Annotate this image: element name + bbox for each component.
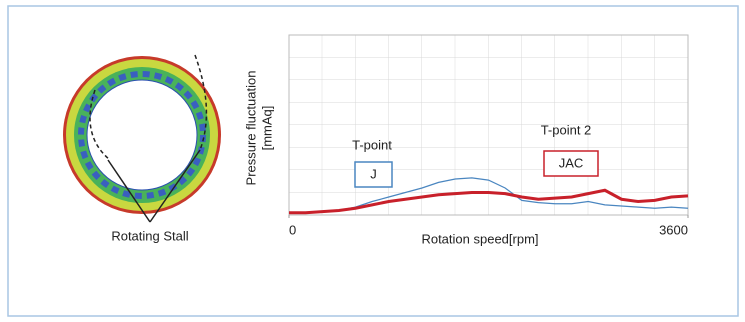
annotation: T-point (352, 137, 392, 152)
legend-label: JAC (559, 155, 584, 170)
ring-image (63, 54, 221, 223)
y-axis-label: Pressure fluctuation (243, 71, 258, 186)
series-line (289, 188, 689, 215)
plot-area (288, 34, 689, 216)
x-tick-label: 0 (289, 222, 296, 237)
image-label: Rotating Stall (111, 228, 188, 243)
legend-box (543, 150, 599, 177)
x-axis-label: Rotation speed[rpm] (421, 231, 538, 246)
legend-label: J (370, 166, 377, 181)
y-axis-label: [mmAq] (259, 106, 274, 151)
legend-box (354, 161, 393, 188)
x-tick-label: 3600 (659, 222, 688, 237)
annotation: T-point 2 (541, 122, 592, 137)
